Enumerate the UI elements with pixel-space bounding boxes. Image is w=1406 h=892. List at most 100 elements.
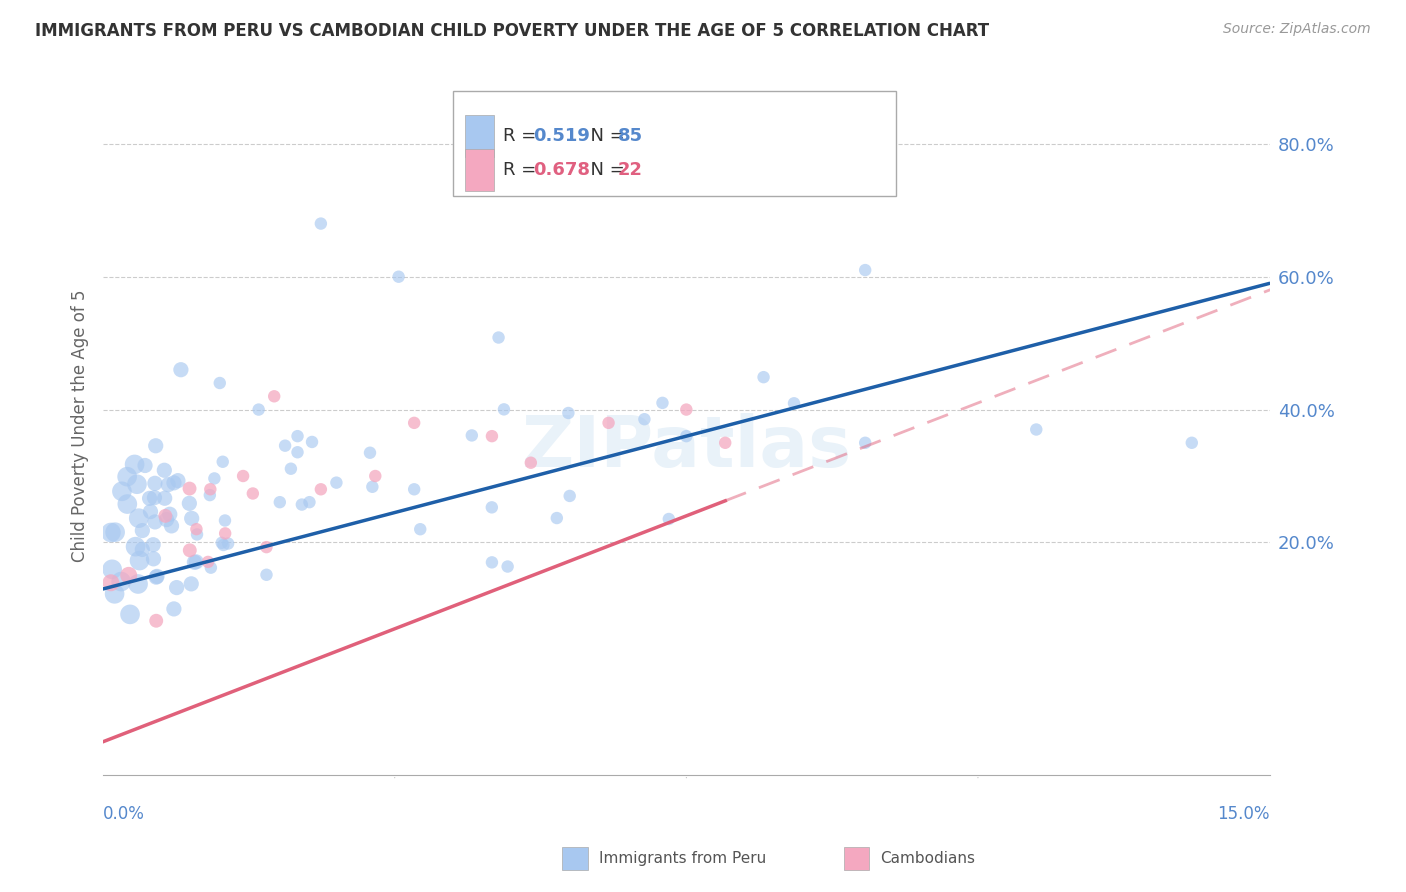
Point: [404, 416, 426, 430]
Point: [163, 475, 186, 490]
Text: Cambodians: Cambodians: [880, 851, 976, 866]
Point: [170, 362, 193, 376]
Point: [100, 575, 122, 590]
Point: [481, 429, 503, 443]
Point: [159, 508, 181, 522]
Point: [143, 476, 166, 491]
Text: 0.678: 0.678: [533, 161, 591, 179]
Point: [309, 217, 332, 231]
Point: [492, 402, 515, 417]
Point: [110, 574, 132, 589]
Point: [488, 330, 510, 344]
Point: [247, 402, 270, 417]
Point: [214, 514, 236, 528]
Point: [117, 497, 139, 511]
Point: [143, 515, 166, 529]
Point: [155, 508, 177, 523]
Text: 85: 85: [617, 128, 643, 145]
Point: [179, 496, 201, 510]
Point: [274, 439, 297, 453]
Point: [146, 569, 169, 583]
Point: [101, 562, 124, 576]
Point: [143, 491, 166, 505]
Point: [142, 538, 165, 552]
Point: [361, 480, 384, 494]
Text: R =: R =: [503, 128, 543, 145]
Point: [217, 536, 239, 550]
Text: IMMIGRANTS FROM PERU VS CAMBODIAN CHILD POVERTY UNDER THE AGE OF 5 CORRELATION C: IMMIGRANTS FROM PERU VS CAMBODIAN CHILD …: [35, 22, 990, 40]
Point: [156, 513, 179, 527]
Point: [409, 522, 432, 536]
Point: [118, 607, 141, 622]
Point: [269, 495, 291, 509]
Point: [242, 486, 264, 500]
Text: Source: ZipAtlas.com: Source: ZipAtlas.com: [1223, 22, 1371, 37]
Point: [200, 482, 222, 496]
Point: [131, 524, 153, 538]
Point: [325, 475, 347, 490]
Point: [291, 498, 314, 512]
Y-axis label: Child Poverty Under the Age of 5: Child Poverty Under the Age of 5: [72, 290, 89, 563]
Point: [180, 577, 202, 591]
Point: [364, 469, 387, 483]
Point: [404, 483, 426, 497]
Text: 0.519: 0.519: [533, 128, 591, 145]
Point: [115, 469, 138, 483]
Point: [256, 540, 278, 554]
Point: [496, 559, 519, 574]
Point: [197, 555, 219, 569]
Point: [186, 555, 208, 569]
Text: 22: 22: [617, 161, 643, 179]
Point: [145, 570, 167, 584]
Point: [160, 519, 183, 533]
Point: [212, 538, 235, 552]
Point: [142, 551, 165, 566]
Point: [658, 512, 681, 526]
Point: [598, 416, 620, 430]
Point: [287, 445, 309, 459]
Point: [100, 525, 122, 540]
Point: [131, 542, 153, 557]
Text: N =: N =: [579, 128, 630, 145]
Point: [200, 560, 222, 574]
Point: [359, 446, 381, 460]
Point: [280, 461, 302, 475]
Point: [128, 511, 150, 525]
Point: [157, 477, 180, 491]
Text: R =: R =: [503, 161, 543, 179]
Point: [104, 525, 127, 540]
Point: [180, 511, 202, 525]
Point: [675, 402, 697, 417]
Point: [128, 553, 150, 567]
Point: [202, 471, 225, 485]
Point: [461, 428, 484, 442]
Point: [163, 602, 186, 616]
Point: [127, 577, 149, 591]
Point: [232, 469, 254, 483]
Point: [186, 527, 208, 541]
Point: [1025, 423, 1047, 437]
Text: 15.0%: 15.0%: [1218, 805, 1270, 823]
Point: [153, 463, 176, 477]
Point: [211, 536, 233, 550]
Point: [208, 376, 231, 390]
Point: [179, 543, 201, 558]
Point: [558, 489, 581, 503]
Text: ZIPatlas: ZIPatlas: [522, 413, 852, 482]
Point: [186, 522, 208, 536]
Text: Immigrants from Peru: Immigrants from Peru: [599, 851, 766, 866]
Point: [124, 540, 146, 554]
Point: [111, 484, 134, 499]
Point: [651, 396, 673, 410]
Point: [853, 263, 876, 277]
Text: 0.0%: 0.0%: [103, 805, 145, 823]
Point: [546, 511, 568, 525]
Point: [134, 458, 156, 473]
Point: [714, 435, 737, 450]
Point: [557, 406, 579, 420]
Point: [153, 491, 176, 506]
Point: [1181, 435, 1204, 450]
Point: [853, 435, 876, 450]
Point: [301, 434, 323, 449]
Point: [138, 491, 160, 506]
